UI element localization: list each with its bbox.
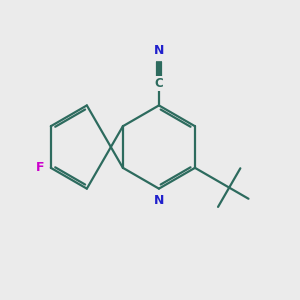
Text: C: C: [154, 77, 163, 90]
Text: N: N: [154, 44, 164, 57]
Text: F: F: [36, 161, 44, 174]
Text: N: N: [154, 194, 165, 207]
